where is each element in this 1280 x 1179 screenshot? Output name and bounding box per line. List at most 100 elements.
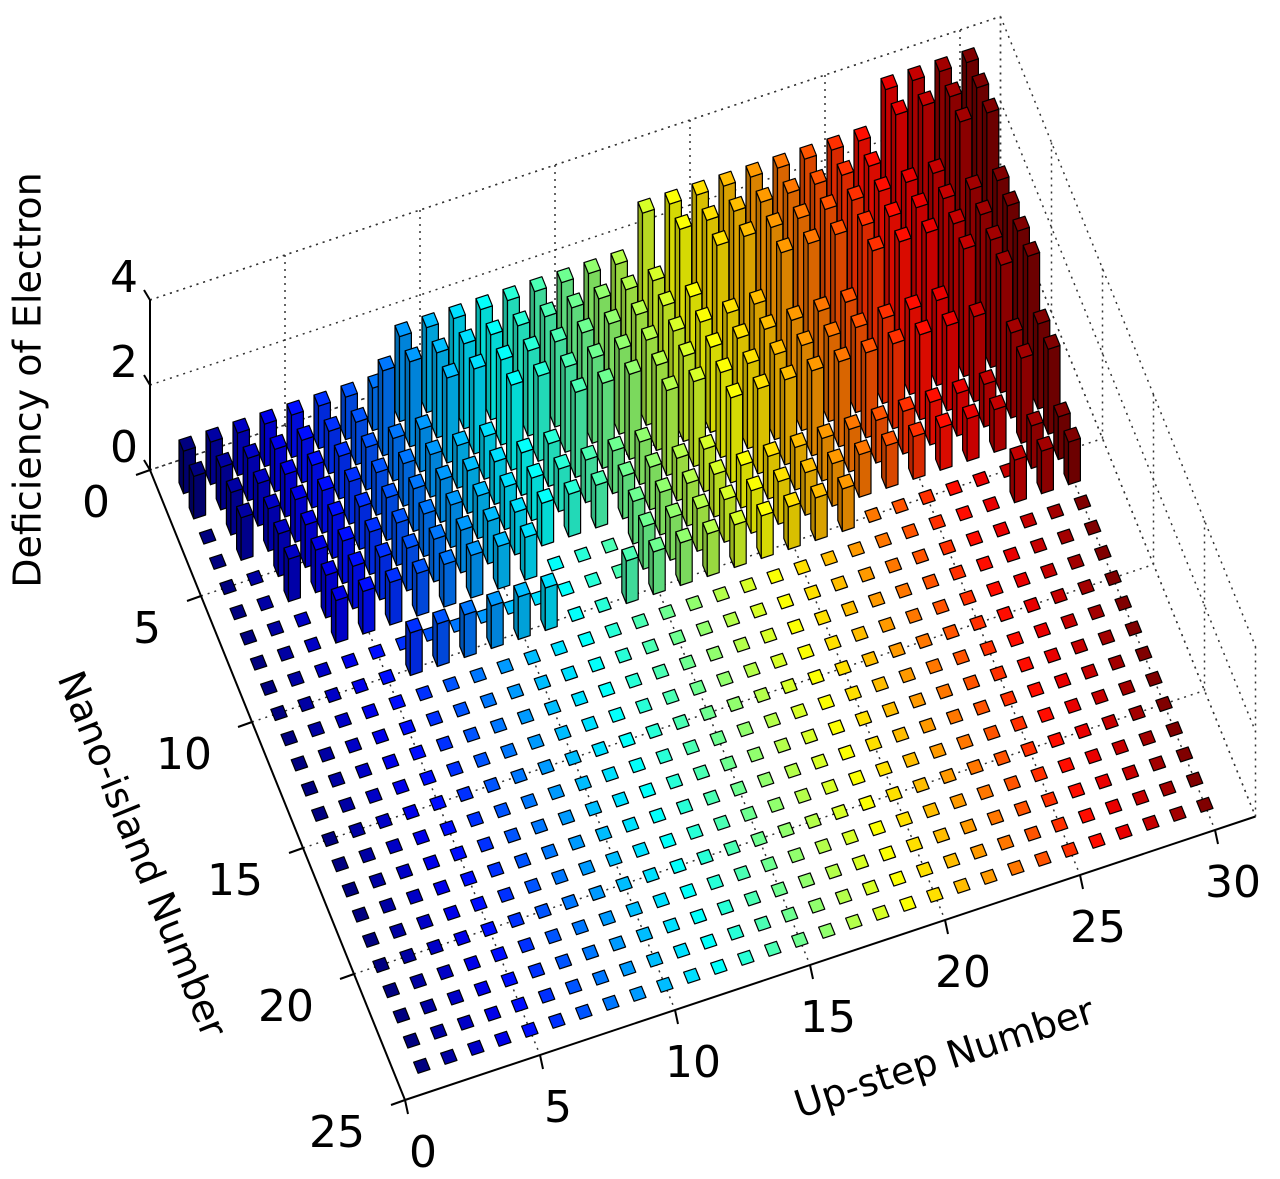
bar-top [846, 185, 865, 202]
bar-top [823, 634, 842, 651]
bar [807, 897, 826, 914]
bar-top [613, 333, 632, 350]
bar [453, 929, 471, 947]
bar-top [810, 482, 828, 499]
bar-top [557, 809, 576, 826]
bar-top [1006, 859, 1025, 876]
bar [1138, 730, 1157, 747]
bar-front [787, 502, 801, 551]
grid-line [200, 311, 1052, 597]
bar-top [459, 599, 477, 616]
bar-top [941, 310, 960, 327]
bar-top [544, 928, 563, 945]
bar-top [405, 888, 424, 905]
bar-top [597, 681, 616, 698]
bar-top [955, 733, 974, 750]
bar [776, 593, 795, 610]
bar-top [225, 477, 244, 494]
bar [469, 667, 487, 684]
bar [1040, 791, 1059, 808]
bar [817, 694, 836, 711]
bar-top [631, 841, 650, 858]
bar [803, 584, 822, 601]
bar [1195, 796, 1214, 813]
bar [810, 753, 829, 770]
bar-top [489, 717, 508, 734]
bar-top [306, 450, 325, 467]
bar-top [462, 726, 481, 743]
bar-side [640, 328, 647, 426]
bar-top [813, 295, 831, 313]
bar [685, 595, 704, 612]
bar-top [364, 516, 382, 533]
bar [945, 708, 964, 725]
bar-top [307, 721, 325, 738]
bar-side [968, 305, 975, 403]
bar [601, 994, 620, 1011]
bar-top [776, 593, 795, 610]
bar [1128, 704, 1146, 722]
bar [399, 947, 417, 965]
bar [972, 699, 991, 716]
bar [894, 582, 913, 599]
bar-top [259, 408, 277, 425]
bar-top [358, 847, 376, 864]
bar [777, 821, 795, 839]
bar-top [743, 890, 762, 907]
bar [416, 913, 434, 930]
bar [999, 690, 1018, 707]
bar-top [344, 466, 362, 483]
bar-top [868, 820, 887, 837]
bar-side [559, 355, 566, 453]
bar-top [657, 290, 676, 307]
bar [621, 545, 639, 605]
bar-top [1141, 814, 1160, 831]
bar [387, 423, 406, 482]
bar-top [394, 321, 412, 338]
bar-top [816, 423, 835, 440]
bar [283, 543, 301, 603]
bar-top [817, 922, 836, 939]
bar-top [404, 346, 423, 363]
bar [580, 715, 599, 732]
bar [1013, 800, 1032, 817]
bar-top [944, 81, 963, 98]
bar-top [188, 460, 207, 477]
bar-top [988, 394, 1007, 411]
bar-top [1104, 798, 1123, 815]
bar [807, 668, 825, 686]
bar-side [742, 352, 749, 450]
tick-mark [135, 469, 151, 476]
bar [470, 895, 488, 912]
bar [648, 536, 666, 596]
bar [618, 731, 636, 749]
bar-top [678, 340, 696, 358]
bar-top [219, 578, 237, 596]
bar [462, 726, 481, 743]
bar [357, 575, 376, 635]
bar-top [1087, 832, 1106, 849]
bar-top [809, 168, 828, 185]
bar [1003, 775, 1022, 792]
bar-top [550, 640, 569, 657]
bar-top [479, 421, 497, 438]
bar [891, 497, 909, 515]
bar [763, 712, 782, 729]
bar-front [287, 554, 301, 603]
bar-top [463, 955, 481, 972]
bar-front [443, 560, 457, 608]
bar [615, 875, 633, 893]
bar-top [547, 784, 566, 801]
x-tick-label: 0 [409, 1127, 437, 1178]
bar [459, 599, 477, 659]
bar [540, 843, 559, 860]
bar [979, 868, 998, 885]
bar-top [567, 605, 585, 623]
bar-top [702, 518, 720, 535]
bar-top [640, 324, 659, 341]
bar-top [696, 848, 714, 866]
bar-top [246, 569, 264, 587]
bar [1155, 695, 1173, 713]
bar [584, 800, 603, 817]
